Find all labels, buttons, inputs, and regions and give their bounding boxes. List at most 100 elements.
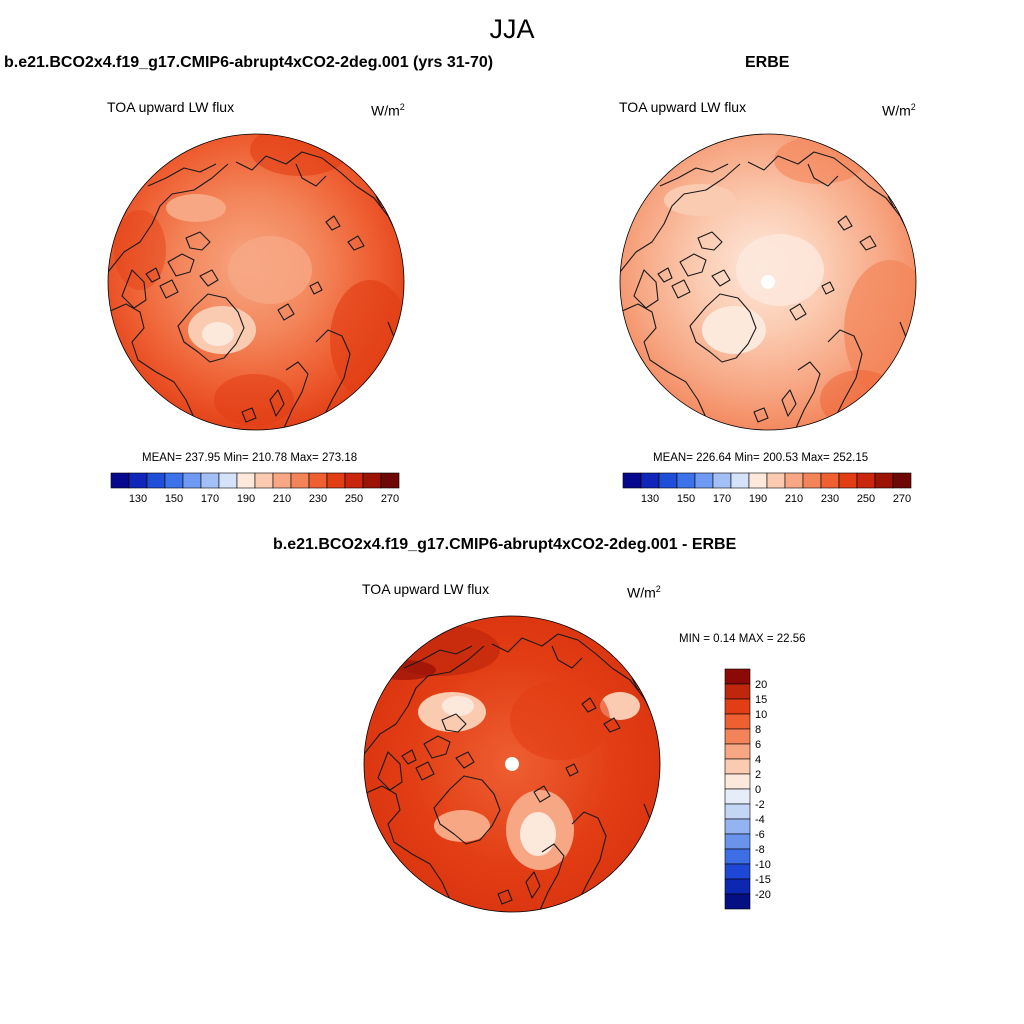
obs-colorbar-box [802, 472, 822, 489]
diff-colorbar-box [724, 743, 751, 760]
obs-units-label: W/m2 [882, 102, 916, 119]
model-colorbar-tick-label: 270 [381, 493, 399, 505]
diff-polar-hole [505, 757, 519, 771]
model-colorbar-box [200, 472, 220, 489]
diff-colorbar-tick-label: 4 [755, 754, 761, 766]
model-colorbar-box [308, 472, 328, 489]
diff-colorbar-tick-label: -8 [755, 844, 765, 856]
model-colorbar-box [272, 472, 292, 489]
obs-colorbar-box [874, 472, 894, 489]
obs-colorbar-box [712, 472, 732, 489]
obs-colorbar-tick-label: 230 [821, 493, 839, 505]
model-variable-label: TOA upward LW flux [107, 99, 235, 115]
obs-colorbar-tick-label: 170 [713, 493, 731, 505]
diff-colorbar-box [724, 698, 751, 715]
model-colorbar-tick-label: 170 [201, 493, 219, 505]
model-colorbar-box [146, 472, 166, 489]
obs-panel-title: ERBE [745, 54, 790, 71]
model-polar-map [107, 133, 405, 431]
diff-colorbar-box [724, 833, 751, 850]
obs-colorbar: 130 150 170 190 210 230 250 270 [622, 472, 912, 505]
obs-colorbar-box [676, 472, 696, 489]
diff-colorbar-tick-label: -10 [755, 859, 771, 871]
model-colorbar-tick-label: 190 [237, 493, 255, 505]
model-colorbar-tick-label: 130 [129, 493, 147, 505]
model-colorbar-box [164, 472, 184, 489]
diff-colorbar-tick-label: -6 [755, 829, 765, 841]
obs-colorbar-box [838, 472, 858, 489]
diff-colorbar-tick-label: 2 [755, 769, 761, 781]
diff-colorbar-tick-label: 6 [755, 739, 761, 751]
obs-colorbar-box [856, 472, 876, 489]
diff-colorbar-tick-label: -2 [755, 799, 765, 811]
obs-polar-hole [761, 275, 775, 289]
model-colorbar-box [362, 472, 382, 489]
diff-colorbar-box [724, 668, 751, 685]
diff-stats: MIN = 0.14 MAX = 22.56 [679, 633, 806, 645]
obs-colorbar-tick-label: 250 [857, 493, 875, 505]
model-colorbar-box [182, 472, 202, 489]
diff-colorbar-tick-label: 20 [755, 679, 767, 691]
obs-colorbar-tick-label: 130 [641, 493, 659, 505]
model-colorbar-box [254, 472, 274, 489]
model-panel-title: b.e21.BCO2x4.f19_g17.CMIP6-abrupt4xCO2-2… [4, 54, 494, 71]
obs-colorbar-box [694, 472, 714, 489]
obs-colorbar-box [820, 472, 840, 489]
diff-colorbar-box [724, 683, 751, 700]
diff-colorbar-tick-label: -15 [755, 874, 771, 886]
diff-colorbar-box [724, 788, 751, 805]
model-colorbar-tick-label: 150 [165, 493, 183, 505]
obs-colorbar-tick-label: 210 [785, 493, 803, 505]
model-colorbar-box [218, 472, 238, 489]
obs-colorbar-tick-label: 150 [677, 493, 695, 505]
diff-colorbar-box [724, 773, 751, 790]
obs-colorbar-box [784, 472, 804, 489]
model-colorbar-box [380, 472, 400, 489]
model-colorbar-tick-label: 250 [345, 493, 363, 505]
obs-colorbar-tick-label: 190 [749, 493, 767, 505]
diff-colorbar-box [724, 758, 751, 775]
diff-colorbar-box [724, 848, 751, 865]
obs-colorbar-tick-label: 270 [893, 493, 911, 505]
model-colorbar-tick-label: 230 [309, 493, 327, 505]
obs-colorbar-box [640, 472, 660, 489]
obs-colorbar-box [658, 472, 678, 489]
diff-colorbar-tick-label: -4 [755, 814, 765, 826]
diff-colorbar-box [724, 893, 751, 910]
diff-polar-map [363, 615, 661, 913]
obs-colorbar-box [730, 472, 750, 489]
model-colorbar-box [290, 472, 310, 489]
model-colorbar-box [236, 472, 256, 489]
obs-polar-map [619, 133, 917, 431]
diff-units-label: W/m2 [627, 584, 661, 601]
model-colorbar-tick-label: 210 [273, 493, 291, 505]
obs-colorbar-box [748, 472, 768, 489]
diff-colorbar-box [724, 863, 751, 880]
obs-variable-label: TOA upward LW flux [619, 99, 747, 115]
diff-colorbar-box [724, 713, 751, 730]
diff-colorbar-box [724, 803, 751, 820]
obs-colorbar-box [766, 472, 786, 489]
diff-colorbar-tick-label: 0 [755, 784, 761, 796]
model-units-label: W/m2 [371, 102, 405, 119]
diff-colorbar-tick-label: 10 [755, 709, 767, 721]
model-colorbar: 130 150 170 190 210 230 250 270 [110, 472, 400, 505]
diff-colorbar-box [724, 728, 751, 745]
diff-colorbar-box [724, 818, 751, 835]
model-colorbar-box [344, 472, 364, 489]
season-title: JJA [489, 14, 535, 44]
obs-colorbar-box [892, 472, 912, 489]
diff-colorbar-tick-label: -20 [755, 889, 771, 901]
model-stats: MEAN= 237.95 Min= 210.78 Max= 273.18 [142, 452, 358, 464]
diff-variable-label: TOA upward LW flux [362, 581, 490, 597]
diff-panel-title: b.e21.BCO2x4.f19_g17.CMIP6-abrupt4xCO2-2… [273, 536, 737, 553]
model-colorbar-box [128, 472, 148, 489]
obs-stats: MEAN= 226.64 Min= 200.53 Max= 252.15 [653, 452, 869, 464]
model-colorbar-box [326, 472, 346, 489]
diff-colorbar-box [724, 878, 751, 895]
model-colorbar-box [110, 472, 130, 489]
obs-colorbar-box [622, 472, 642, 489]
diff-colorbar-tick-label: 15 [755, 694, 767, 706]
